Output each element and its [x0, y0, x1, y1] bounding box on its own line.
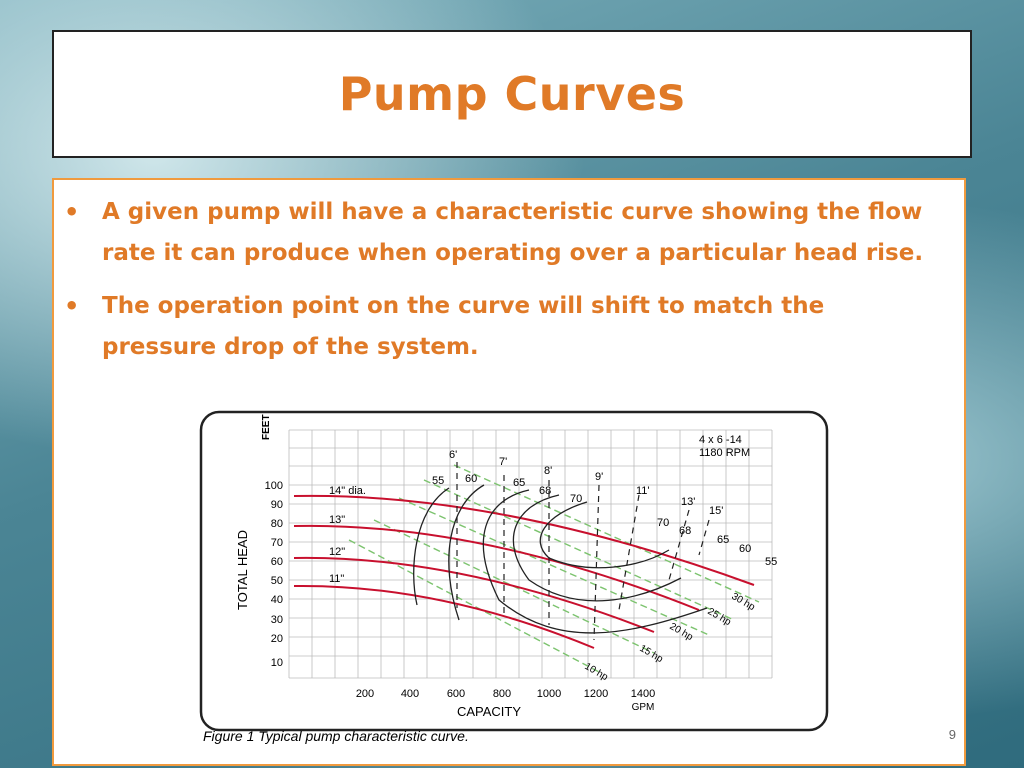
- y-axis-label: TOTAL HEAD: [235, 530, 250, 610]
- efficiency-curves: [413, 484, 708, 634]
- pump-model-label: 4 x 6 -14: [699, 434, 742, 446]
- x-tick-label: 1400: [631, 688, 655, 700]
- y-tick-label: 70: [271, 537, 283, 549]
- npsh-label: 9': [595, 471, 603, 483]
- impeller-labels: 14" dia. 13" 12" 11": [329, 485, 366, 585]
- npsh-label: 15': [709, 505, 723, 517]
- x-tick-label: 1200: [584, 688, 608, 700]
- hp-line: [423, 479, 735, 621]
- npsh-label: 6': [449, 449, 457, 461]
- y-tick-label: 80: [271, 518, 283, 530]
- efficiency-label: 68: [679, 525, 691, 537]
- y-tick-label: 90: [271, 499, 283, 511]
- npsh-label: 7': [499, 456, 507, 468]
- impeller-label: 13": [329, 514, 345, 526]
- efficiency-curve: [482, 489, 708, 634]
- pump-speed-label: 1180 RPM: [699, 447, 750, 459]
- head-curve: [293, 584, 595, 649]
- x-tick-label: 1000: [537, 688, 561, 700]
- y-tick-label: 20: [271, 633, 283, 645]
- efficiency-label: 68: [539, 485, 551, 497]
- efficiency-label: 60: [465, 473, 477, 485]
- x-unit-label: GPM: [632, 702, 655, 713]
- bullet-item: • The operation point on the curve will …: [64, 286, 944, 368]
- efficiency-label: 65: [717, 534, 729, 546]
- efficiency-label: 55: [765, 556, 777, 568]
- y-tick-label: 40: [271, 594, 283, 606]
- efficiency-label: 55: [432, 475, 444, 487]
- efficiency-label: 65: [513, 477, 525, 489]
- head-curve: [293, 494, 755, 586]
- npsh-line: [593, 484, 600, 641]
- head-curves: [293, 494, 755, 649]
- npsh-label: 13': [681, 496, 695, 508]
- npsh-label: 8': [544, 465, 552, 477]
- title-box: Pump Curves: [52, 30, 972, 158]
- npsh-lines: [456, 462, 710, 641]
- y-tick-label: 10: [271, 657, 283, 669]
- slide-title: Pump Curves: [338, 67, 686, 121]
- impeller-label: 14" dia.: [329, 485, 366, 497]
- efficiency-labels-left: 55 60 65 68 70: [432, 473, 582, 505]
- efficiency-label: 70: [657, 517, 669, 529]
- y-tick-label: 100: [265, 480, 283, 492]
- bullet-text: The operation point on the curve will sh…: [102, 293, 825, 360]
- npsh-label: 11': [636, 485, 650, 497]
- x-tick-label: 600: [447, 688, 465, 700]
- page-number: 9: [948, 727, 956, 742]
- hp-line: [398, 497, 710, 636]
- efficiency-curve: [413, 487, 450, 606]
- head-curve: [293, 524, 700, 611]
- x-tick-labels: 200 400 600 800 1000 1200 1400: [356, 688, 655, 700]
- impeller-label: 11": [329, 573, 344, 585]
- bullet-list: • A given pump will have a characteristi…: [64, 192, 944, 380]
- content-box: • A given pump will have a characteristi…: [52, 178, 966, 766]
- x-tick-label: 200: [356, 688, 374, 700]
- bullet-dot-icon: •: [64, 292, 80, 320]
- x-tick-label: 800: [493, 688, 511, 700]
- bullet-item: • A given pump will have a characteristi…: [64, 192, 944, 274]
- npsh-line: [668, 509, 690, 581]
- efficiency-label: 60: [739, 543, 751, 555]
- efficiency-curve: [512, 494, 682, 602]
- head-curve: [293, 556, 655, 633]
- y-unit-label: FEET: [261, 414, 272, 440]
- x-axis-label: CAPACITY: [457, 704, 521, 719]
- x-tick-label: 400: [401, 688, 419, 700]
- npsh-line: [618, 494, 640, 611]
- y-tick-label: 50: [271, 575, 283, 587]
- impeller-label: 12": [329, 546, 345, 558]
- hp-line: [453, 464, 760, 603]
- y-tick-labels: 100 90 80 70 60 50 40 30 20 10: [265, 480, 283, 669]
- figure-caption: Figure 1 Typical pump characteristic cur…: [203, 728, 469, 744]
- y-tick-label: 30: [271, 614, 283, 626]
- efficiency-curve: [448, 484, 485, 621]
- y-tick-label: 60: [271, 556, 283, 568]
- pump-curve-figure: FEET TOTAL HEAD 100 90 80 70 60 50 40 30…: [199, 410, 829, 744]
- figure-frame: [199, 410, 829, 732]
- efficiency-label: 70: [570, 493, 582, 505]
- npsh-labels: 6' 7' 8' 9' 11' 13' 15': [449, 449, 723, 517]
- bullet-text: A given pump will have a characteristic …: [102, 199, 924, 266]
- bullet-dot-icon: •: [64, 198, 80, 226]
